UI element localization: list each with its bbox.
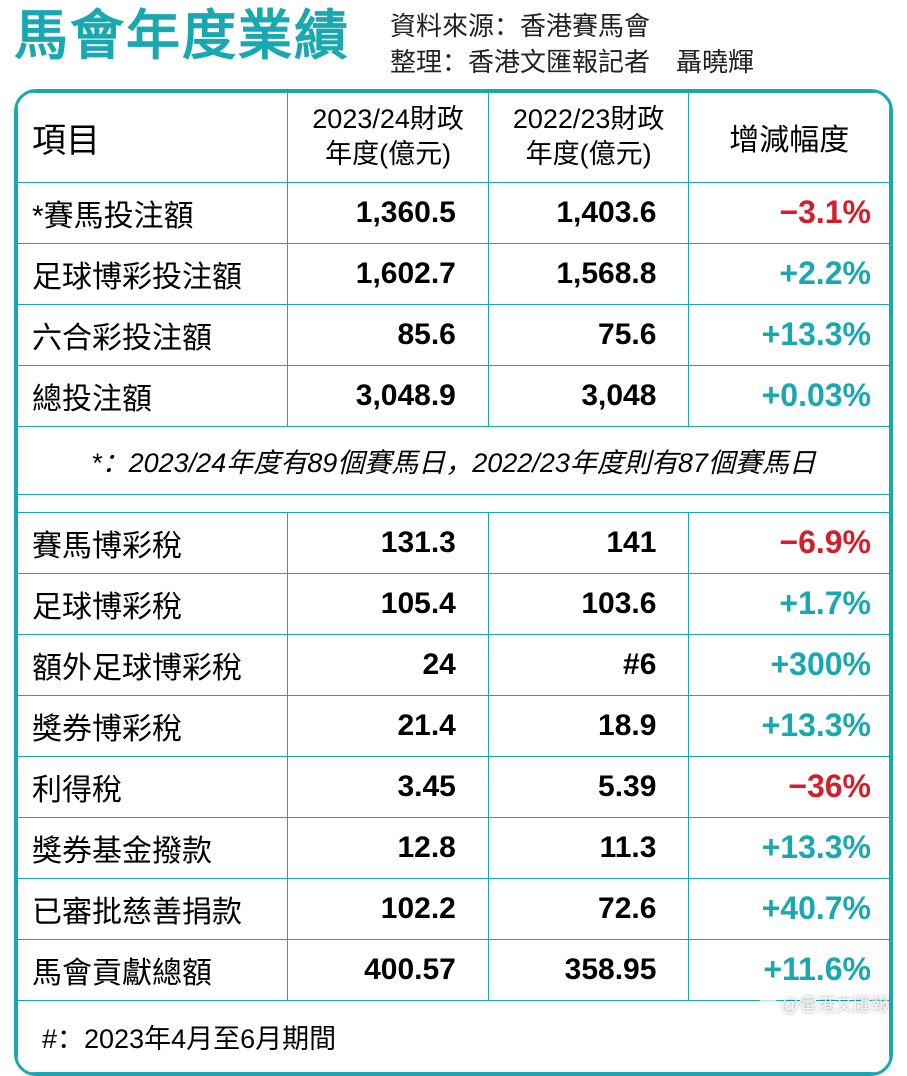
- row-label: 額外足球博彩稅: [18, 634, 288, 695]
- row-fy-current: 1,602.7: [288, 243, 489, 304]
- results-table-container: 項目 2023/24財政年度(億元) 2022/23財政年度(億元) 增減幅度 …: [14, 89, 893, 1076]
- row-fy-current: 12.8: [288, 817, 489, 878]
- col-header-fy-prev: 2022/23財政年度(億元): [488, 92, 689, 182]
- row-label: 獎券博彩稅: [18, 695, 288, 756]
- footnote-row-1: *：2023/24年度有89個賽馬日，2022/23年度則有87個賽馬日: [18, 426, 890, 494]
- row-change: +13.3%: [689, 817, 890, 878]
- row-fy-prev: 1,403.6: [488, 182, 689, 243]
- row-fy-prev: 72.6: [488, 878, 689, 939]
- row-fy-current: 105.4: [288, 573, 489, 634]
- row-fy-current: 3.45: [288, 756, 489, 817]
- row-change: −36%: [689, 756, 890, 817]
- row-change: −3.1%: [689, 182, 890, 243]
- row-change: +2.2%: [689, 243, 890, 304]
- row-fy-current: 85.6: [288, 304, 489, 365]
- row-fy-current: 21.4: [288, 695, 489, 756]
- row-label: 六合彩投注額: [18, 304, 288, 365]
- spacer-row: [18, 494, 890, 512]
- row-label: 已審批慈善捐款: [18, 878, 288, 939]
- row-label: 賽馬博彩稅: [18, 512, 288, 573]
- table-row: 獎券博彩稅21.418.9+13.3%: [18, 695, 890, 756]
- table-row: 獎券基金撥款12.811.3+13.3%: [18, 817, 890, 878]
- source-line: 資料來源：香港賽馬會: [390, 8, 754, 44]
- table-row: 六合彩投注額85.675.6+13.3%: [18, 304, 890, 365]
- table-row: 足球博彩稅105.4103.6+1.7%: [18, 573, 890, 634]
- row-fy-prev: 358.95: [488, 939, 689, 1000]
- row-label: 總投注額: [18, 365, 288, 426]
- col-header-item: 項目: [18, 92, 288, 182]
- table-header-row: 項目 2023/24財政年度(億元) 2022/23財政年度(億元) 增減幅度: [18, 92, 890, 182]
- row-label: 獎券基金撥款: [18, 817, 288, 878]
- source-value: 香港賽馬會: [520, 11, 650, 41]
- row-fy-prev: 75.6: [488, 304, 689, 365]
- compiled-value: 香港文匯報記者 聶曉輝: [468, 47, 754, 77]
- row-label: 足球博彩稅: [18, 573, 288, 634]
- table-body: *賽馬投注額1,360.51,403.6−3.1%足球博彩投注額1,602.71…: [18, 182, 890, 1072]
- row-fy-prev: 18.9: [488, 695, 689, 756]
- col-header-fy-current: 2023/24財政年度(億元): [288, 92, 489, 182]
- watermark-text: @香港文匯報: [781, 991, 889, 1017]
- row-label: *賽馬投注額: [18, 182, 288, 243]
- source-block: 資料來源：香港賽馬會 整理：香港文匯報記者 聶曉輝: [390, 8, 754, 81]
- row-fy-prev: #6: [488, 634, 689, 695]
- table-row: 總投注額3,048.93,048+0.03%: [18, 365, 890, 426]
- table-row: 利得稅3.455.39−36%: [18, 756, 890, 817]
- row-fy-current: 131.3: [288, 512, 489, 573]
- table-row: 額外足球博彩稅24#6+300%: [18, 634, 890, 695]
- compiled-label: 整理：: [390, 47, 468, 77]
- row-fy-current: 400.57: [288, 939, 489, 1000]
- row-fy-prev: 5.39: [488, 756, 689, 817]
- row-fy-current: 1,360.5: [288, 182, 489, 243]
- row-fy-current: 24: [288, 634, 489, 695]
- header: 馬會年度業績 資料來源：香港賽馬會 整理：香港文匯報記者 聶曉輝: [14, 8, 893, 81]
- results-table: 項目 2023/24財政年度(億元) 2022/23財政年度(億元) 增減幅度 …: [17, 92, 890, 1073]
- row-fy-current: 102.2: [288, 878, 489, 939]
- row-fy-prev: 3,048: [488, 365, 689, 426]
- col-header-change: 增減幅度: [689, 92, 890, 182]
- table-row: 賽馬博彩稅131.3141−6.9%: [18, 512, 890, 573]
- row-change: +0.03%: [689, 365, 890, 426]
- row-change: +13.3%: [689, 695, 890, 756]
- row-change: +40.7%: [689, 878, 890, 939]
- table-row: 已審批慈善捐款102.272.6+40.7%: [18, 878, 890, 939]
- table-row: *賽馬投注額1,360.51,403.6−3.1%: [18, 182, 890, 243]
- row-label: 利得稅: [18, 756, 288, 817]
- table-row: 足球博彩投注額1,602.71,568.8+2.2%: [18, 243, 890, 304]
- footnote-text-1: *：2023/24年度有89個賽馬日，2022/23年度則有87個賽馬日: [18, 426, 890, 494]
- row-change: −6.9%: [689, 512, 890, 573]
- watermark-logo-icon: [759, 995, 777, 1013]
- row-fy-prev: 1,568.8: [488, 243, 689, 304]
- compiled-line: 整理：香港文匯報記者 聶曉輝: [390, 44, 754, 80]
- row-fy-current: 3,048.9: [288, 365, 489, 426]
- row-change: +13.3%: [689, 304, 890, 365]
- watermark: @香港文匯報: [759, 991, 889, 1017]
- row-fy-prev: 103.6: [488, 573, 689, 634]
- page-title: 馬會年度業績: [14, 8, 350, 65]
- row-fy-prev: 141: [488, 512, 689, 573]
- source-label: 資料來源：: [390, 11, 520, 41]
- row-label: 馬會貢獻總額: [18, 939, 288, 1000]
- row-fy-prev: 11.3: [488, 817, 689, 878]
- row-change: +300%: [689, 634, 890, 695]
- row-change: +1.7%: [689, 573, 890, 634]
- row-label: 足球博彩投注額: [18, 243, 288, 304]
